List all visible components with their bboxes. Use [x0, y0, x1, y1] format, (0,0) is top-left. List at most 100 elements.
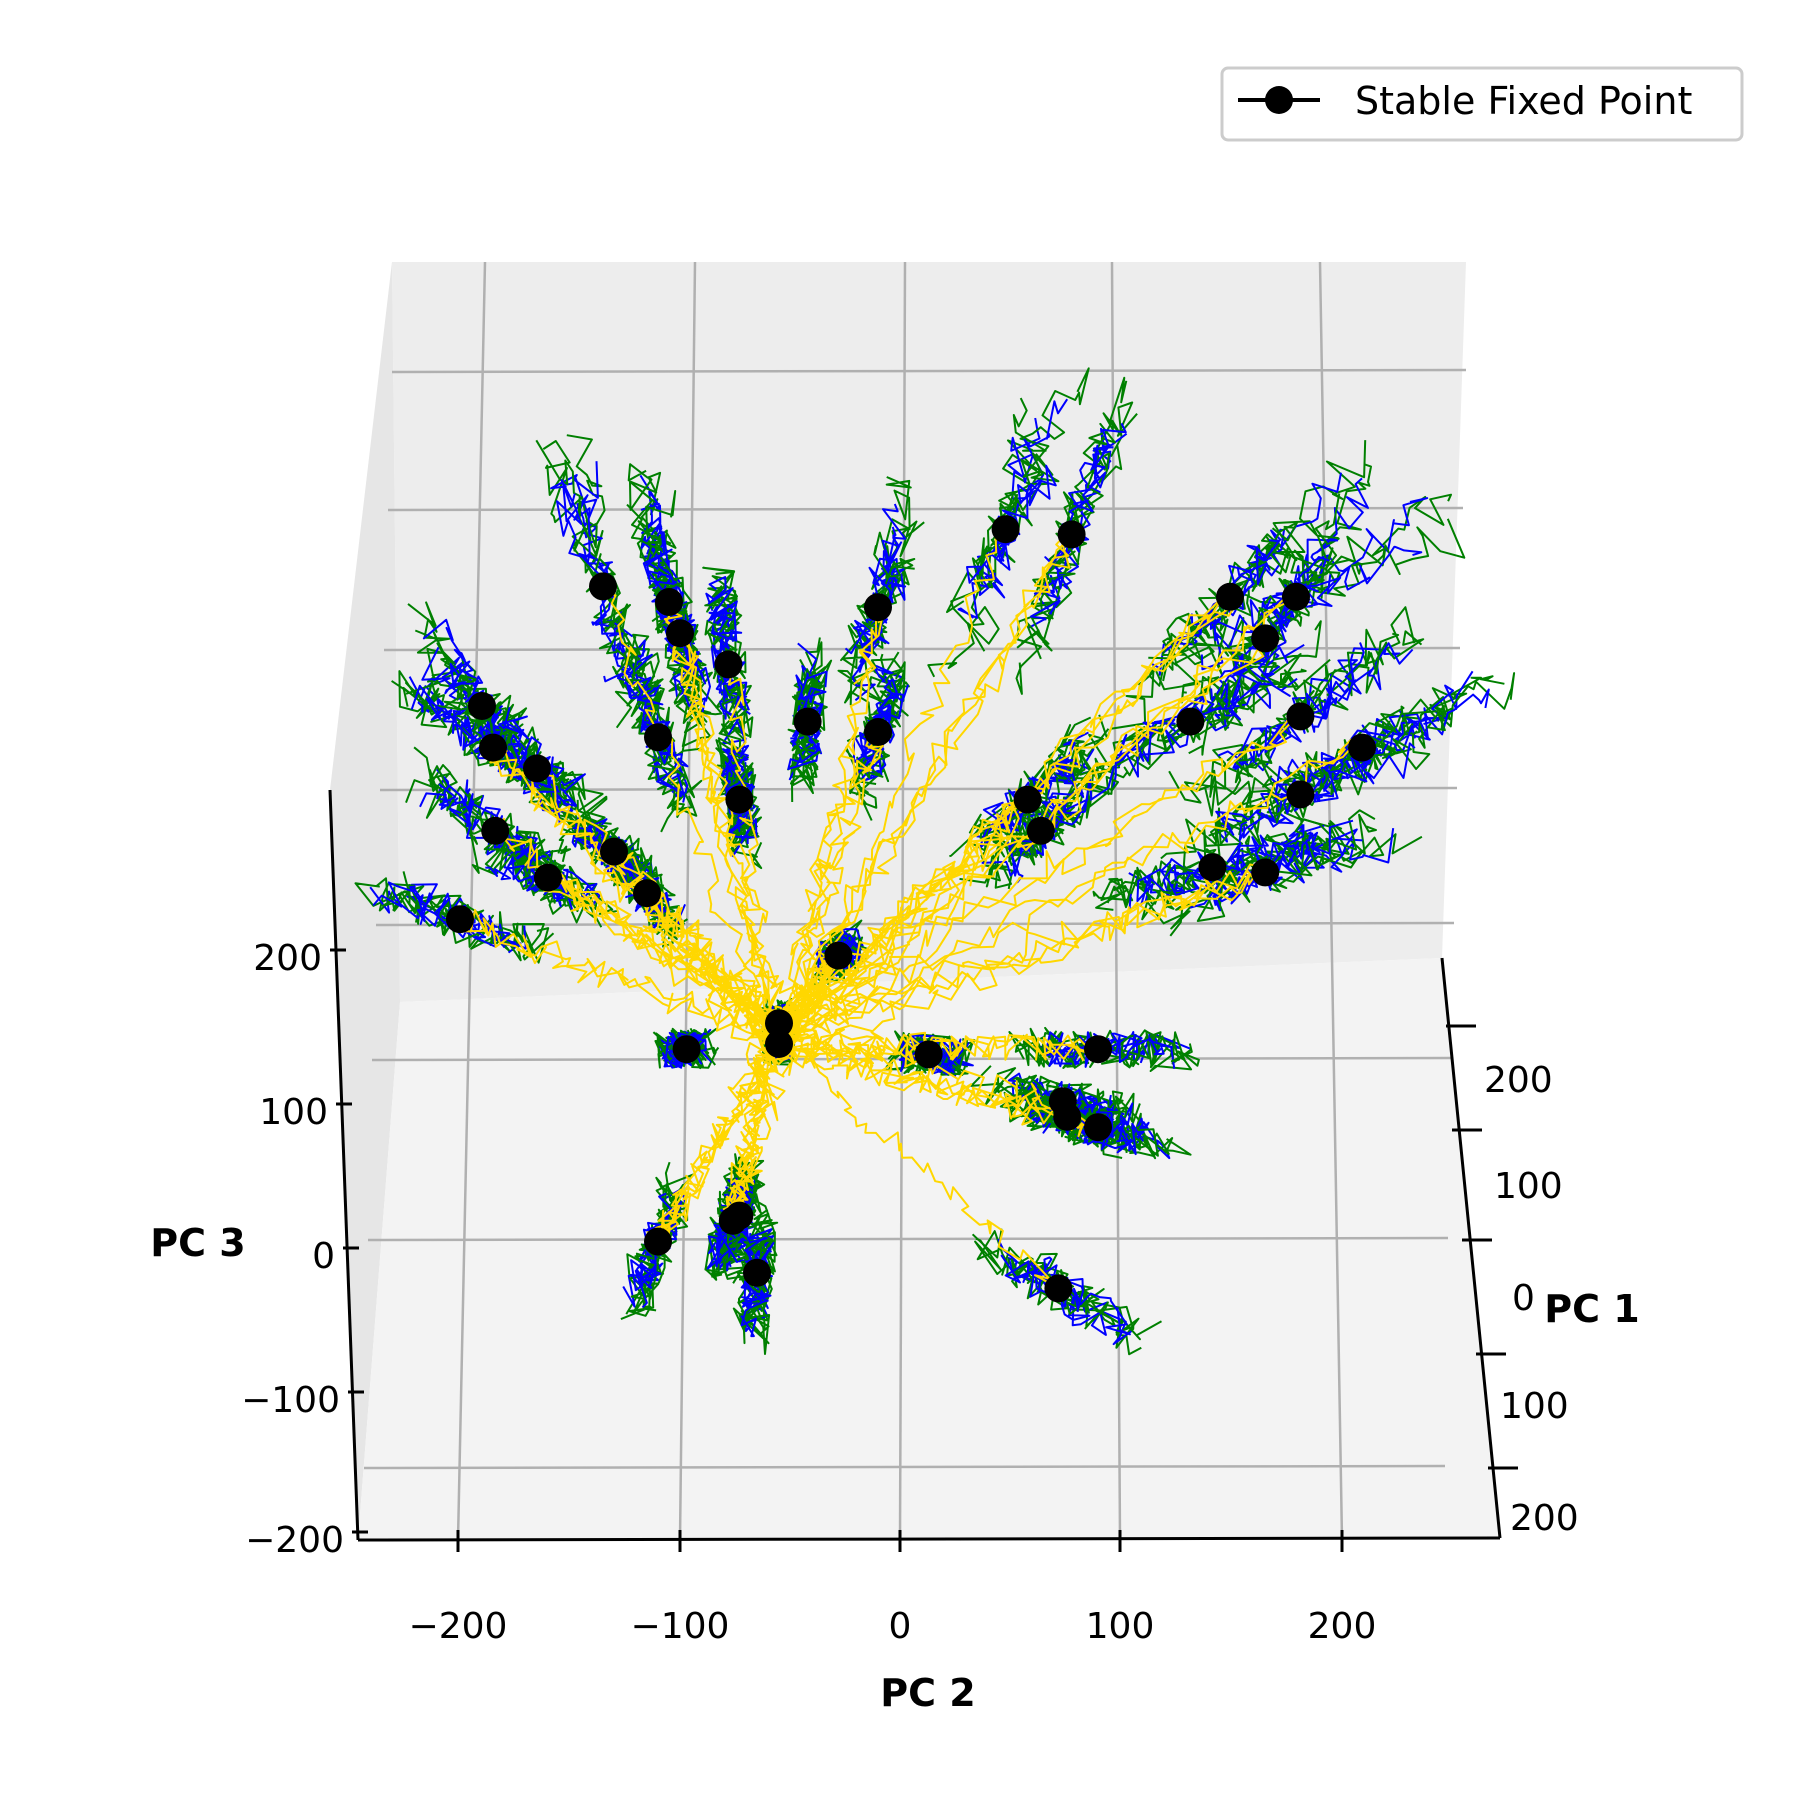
- trajectory-yellow: [788, 649, 1265, 1049]
- trajectory-yellow: [674, 624, 799, 1059]
- trajectory-blue: [1217, 642, 1414, 769]
- pc3-axis-title: PC 3: [150, 1221, 245, 1265]
- pc3-tick-label: −200: [245, 1520, 344, 1561]
- stable-fixed-point: [1084, 1113, 1112, 1142]
- trajectory-green: [1160, 730, 1431, 860]
- stable-fixed-point: [523, 754, 551, 783]
- trajectory-yellow: [774, 710, 1303, 1047]
- gridline-v: [678, 261, 697, 1541]
- trajectory-blue: [1048, 1032, 1176, 1069]
- legend-label: Stable Fixed Point: [1355, 79, 1692, 123]
- pc3-tick-label: −100: [241, 1380, 340, 1421]
- axes: [328, 789, 1518, 1552]
- trajectory-green: [1098, 440, 1367, 740]
- stable-fixed-point: [1084, 1035, 1112, 1064]
- trajectory-green: [1008, 1030, 1193, 1069]
- trajectory-yellow: [776, 870, 1259, 1049]
- stable-fixed-point: [481, 816, 510, 845]
- stable-fixed-point: [644, 723, 672, 752]
- stable-fixed-point: [600, 837, 628, 866]
- gridline-h: [367, 1236, 1449, 1242]
- trajectory-blue: [966, 464, 1057, 584]
- pc3-tick-label: 0: [312, 1236, 335, 1277]
- stable-fixed-point: [725, 785, 754, 814]
- gridline-v: [456, 261, 487, 1541]
- trajectory-yellow: [769, 1023, 1060, 1289]
- trajectory-green: [1203, 672, 1516, 817]
- pc2-tick-label: 200: [1308, 1606, 1377, 1647]
- pc3-tick-label: 100: [259, 1092, 328, 1133]
- trajectory-yellow: [780, 598, 1241, 1053]
- stable-fixed-point: [1251, 858, 1280, 887]
- stable-fixed-point: [1013, 785, 1042, 814]
- trajectory-yellow: [766, 1028, 1066, 1116]
- trajectory-yellow: [543, 867, 783, 1052]
- stable-fixed-point: [633, 879, 661, 908]
- legend-box: [1220, 66, 1744, 142]
- pc3-tick-label: 200: [253, 938, 322, 979]
- stable-fixed-point: [1026, 816, 1055, 845]
- trajectory-green: [715, 714, 763, 870]
- stable-fixed-point: [1198, 853, 1227, 882]
- stable-fixed-point: [479, 733, 507, 762]
- pc1-tick-label: 100: [1500, 1386, 1569, 1427]
- trajectory-blue: [1215, 742, 1416, 836]
- trajectory-yellow: [785, 601, 1297, 1055]
- stable-fixed-point: [1176, 707, 1205, 736]
- pc1-tick-label: 200: [1484, 1060, 1553, 1101]
- pc1-tick-label: 200: [1510, 1498, 1579, 1539]
- trajectory-green: [704, 570, 754, 739]
- legend: Stable Fixed Point: [1220, 66, 1744, 142]
- back-pane: [392, 262, 1466, 1002]
- trajectory-yellow: [669, 625, 774, 1028]
- pc2-axis-title: PC 2: [880, 1671, 975, 1715]
- gridline-h: [391, 368, 1467, 374]
- stable-fixed-point: [991, 515, 1020, 544]
- trajectory-yellow: [725, 1045, 776, 1223]
- trajectory-blue: [550, 474, 646, 685]
- trajectory-yellow: [727, 660, 782, 1065]
- stable-fixed-point: [1282, 582, 1310, 611]
- axis-panes: [330, 262, 1500, 1540]
- trajectory-yellow: [783, 594, 878, 1027]
- trajectory-green: [844, 476, 912, 743]
- stable-fixed-point: [765, 1009, 793, 1038]
- gridline-v: [1318, 261, 1344, 1541]
- legend-point-marker: [1265, 86, 1293, 114]
- trajectory-blue: [978, 417, 1041, 599]
- trajectory-blue: [1030, 422, 1127, 621]
- pc1-tick-label: 0: [1512, 1278, 1535, 1319]
- stable-fixed-point: [468, 692, 496, 720]
- trajectory-blue: [1245, 642, 1365, 763]
- trajectory-blue: [981, 765, 1115, 877]
- pc3-axis-line: [328, 789, 360, 1541]
- stable-fixed-point: [655, 588, 683, 616]
- gridline-h: [375, 921, 1455, 927]
- stable-fixed-point: [1044, 1274, 1073, 1303]
- trajectory-blue: [995, 758, 1072, 838]
- stable-fixed-point: [446, 905, 474, 934]
- trajectory-yellow: [789, 788, 1023, 1051]
- stable-fixed-point: [718, 1206, 747, 1235]
- gridline-h: [363, 1464, 1446, 1470]
- pc2-tick-label: −200: [409, 1606, 508, 1647]
- trajectory-blue: [1136, 824, 1312, 908]
- stable-fixed-point: [672, 1035, 701, 1064]
- stable-fixed-point: [589, 572, 617, 601]
- trajectory-green: [566, 434, 633, 729]
- stable-fixed-point: [1348, 733, 1376, 762]
- pc2-axis-line: [357, 1536, 1501, 1542]
- floor-pane: [358, 958, 1500, 1540]
- stable-fixed-point: [644, 1227, 672, 1256]
- stable-fixed-point: [765, 1030, 793, 1058]
- trajectory-yellow: [538, 870, 790, 1031]
- trajectory-green: [1224, 463, 1372, 727]
- trajectory-yellow: [774, 529, 1071, 1033]
- stable-fixed-point: [1053, 1102, 1082, 1131]
- stable-fixed-point: [864, 718, 892, 746]
- pc1-axis-line: [1440, 957, 1502, 1539]
- trajectory-blue: [1000, 1254, 1131, 1336]
- pc1-axis-title: PC 1: [1544, 1287, 1639, 1331]
- stable-fixed-point: [714, 650, 743, 679]
